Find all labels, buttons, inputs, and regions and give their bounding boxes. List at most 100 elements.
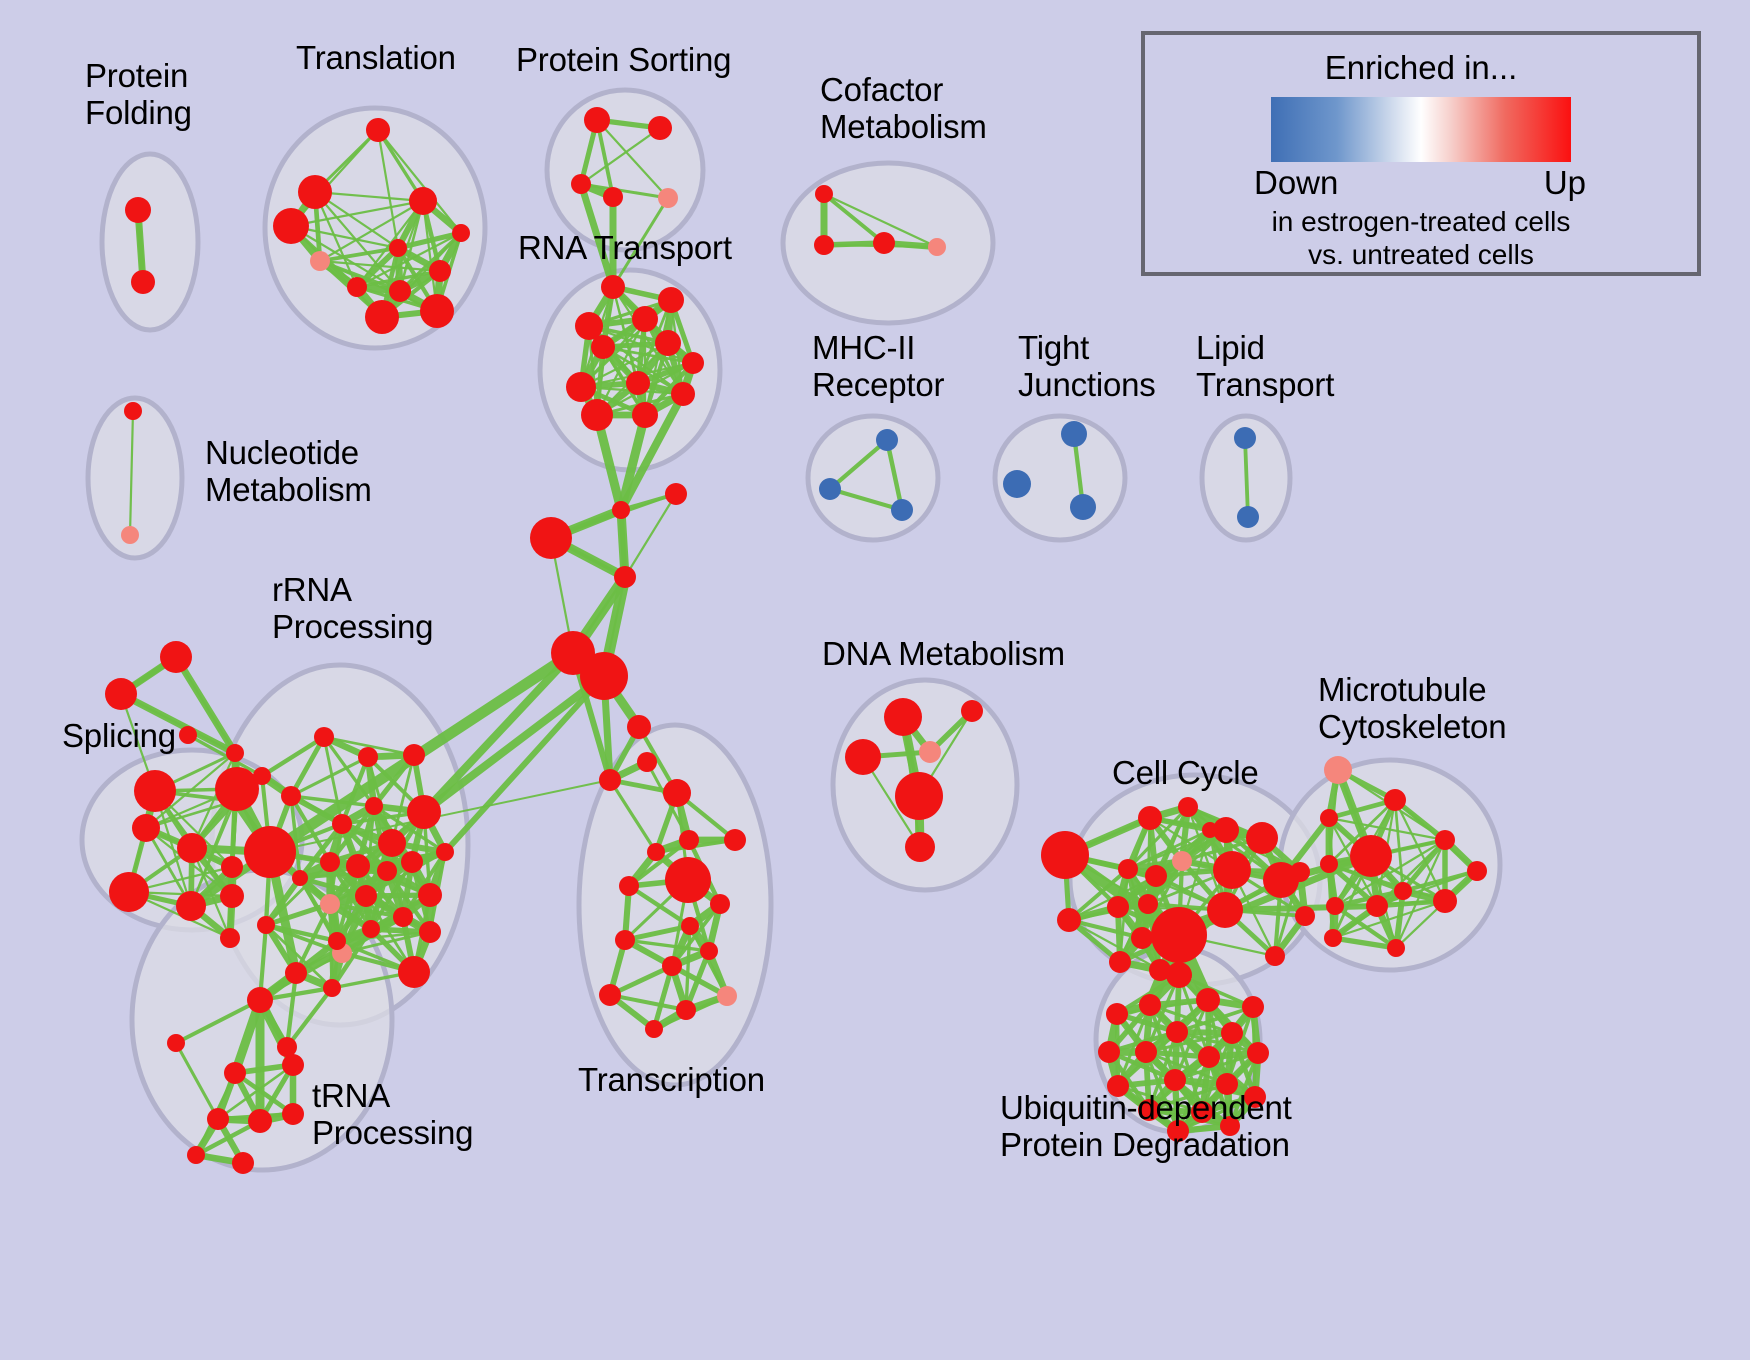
- network-node[interactable]: [232, 1152, 254, 1174]
- network-node[interactable]: [581, 399, 613, 431]
- network-node[interactable]: [1202, 822, 1218, 838]
- network-node[interactable]: [1191, 1101, 1213, 1123]
- network-node[interactable]: [247, 987, 273, 1013]
- network-node[interactable]: [1290, 862, 1310, 882]
- network-node[interactable]: [1149, 959, 1171, 981]
- network-node[interactable]: [314, 727, 334, 747]
- network-node[interactable]: [681, 917, 699, 935]
- network-node[interactable]: [663, 779, 691, 807]
- network-node[interactable]: [1246, 822, 1278, 854]
- network-node[interactable]: [125, 197, 151, 223]
- network-node[interactable]: [310, 251, 330, 271]
- network-node[interactable]: [1324, 929, 1342, 947]
- network-node[interactable]: [105, 678, 137, 710]
- network-node[interactable]: [1107, 896, 1129, 918]
- network-node[interactable]: [1324, 756, 1352, 784]
- network-node[interactable]: [665, 483, 687, 505]
- network-node[interactable]: [1109, 951, 1131, 973]
- network-node[interactable]: [603, 187, 623, 207]
- network-node[interactable]: [658, 188, 678, 208]
- network-node[interactable]: [418, 883, 442, 907]
- network-node[interactable]: [679, 830, 699, 850]
- network-node[interactable]: [1166, 1021, 1188, 1043]
- network-node[interactable]: [891, 499, 913, 521]
- network-node[interactable]: [710, 894, 730, 914]
- network-node[interactable]: [1265, 946, 1285, 966]
- network-node[interactable]: [845, 739, 881, 775]
- network-node[interactable]: [320, 894, 340, 914]
- network-node[interactable]: [717, 986, 737, 1006]
- network-node[interactable]: [365, 797, 383, 815]
- network-node[interactable]: [637, 752, 657, 772]
- network-node[interactable]: [377, 861, 397, 881]
- network-node[interactable]: [648, 116, 672, 140]
- network-node[interactable]: [1057, 908, 1081, 932]
- network-node[interactable]: [895, 772, 943, 820]
- network-node[interactable]: [177, 833, 207, 863]
- network-node[interactable]: [1107, 1075, 1129, 1097]
- network-node[interactable]: [281, 786, 301, 806]
- network-node[interactable]: [626, 371, 650, 395]
- network-node[interactable]: [320, 852, 340, 872]
- network-node[interactable]: [358, 747, 378, 767]
- network-node[interactable]: [1138, 1099, 1160, 1121]
- network-node[interactable]: [323, 979, 341, 997]
- network-node[interactable]: [1131, 927, 1153, 949]
- network-node[interactable]: [873, 232, 895, 254]
- network-node[interactable]: [655, 330, 681, 356]
- network-node[interactable]: [599, 769, 621, 791]
- network-node[interactable]: [530, 517, 572, 559]
- network-node[interactable]: [1213, 817, 1239, 843]
- network-node[interactable]: [615, 930, 635, 950]
- network-node[interactable]: [452, 224, 470, 242]
- network-node[interactable]: [207, 1108, 229, 1130]
- network-node[interactable]: [420, 294, 454, 328]
- network-node[interactable]: [292, 870, 308, 886]
- network-node[interactable]: [1003, 470, 1031, 498]
- network-node[interactable]: [282, 1054, 304, 1076]
- network-node[interactable]: [1070, 494, 1096, 520]
- network-node[interactable]: [632, 402, 658, 428]
- network-node[interactable]: [365, 300, 399, 334]
- network-node[interactable]: [1326, 897, 1344, 915]
- network-node[interactable]: [599, 984, 621, 1006]
- network-node[interactable]: [1151, 907, 1207, 963]
- network-node[interactable]: [187, 1146, 205, 1164]
- network-node[interactable]: [1384, 789, 1406, 811]
- network-node[interactable]: [645, 1020, 663, 1038]
- network-node[interactable]: [1166, 962, 1192, 988]
- network-node[interactable]: [1350, 835, 1392, 877]
- network-node[interactable]: [393, 907, 413, 927]
- network-node[interactable]: [1433, 889, 1457, 913]
- network-node[interactable]: [814, 235, 834, 255]
- network-node[interactable]: [226, 744, 244, 762]
- network-node[interactable]: [389, 280, 411, 302]
- network-node[interactable]: [884, 698, 922, 736]
- network-node[interactable]: [1247, 1042, 1269, 1064]
- network-node[interactable]: [1213, 851, 1251, 889]
- network-node[interactable]: [282, 1103, 304, 1125]
- network-node[interactable]: [619, 876, 639, 896]
- network-node[interactable]: [1387, 939, 1405, 957]
- network-node[interactable]: [273, 208, 309, 244]
- network-node[interactable]: [224, 1062, 246, 1084]
- network-node[interactable]: [627, 715, 651, 739]
- network-node[interactable]: [378, 829, 406, 857]
- network-node[interactable]: [1098, 1041, 1120, 1063]
- network-node[interactable]: [220, 928, 240, 948]
- network-node[interactable]: [436, 843, 454, 861]
- network-node[interactable]: [389, 239, 407, 257]
- network-node[interactable]: [285, 962, 307, 984]
- network-node[interactable]: [1320, 855, 1338, 873]
- network-node[interactable]: [819, 478, 841, 500]
- network-node[interactable]: [1220, 1116, 1240, 1136]
- network-node[interactable]: [647, 843, 665, 861]
- network-node[interactable]: [1198, 1046, 1220, 1068]
- network-node[interactable]: [682, 352, 704, 374]
- network-node[interactable]: [1145, 865, 1167, 887]
- network-node[interactable]: [591, 335, 615, 359]
- network-node[interactable]: [566, 372, 596, 402]
- network-node[interactable]: [332, 814, 352, 834]
- network-node[interactable]: [700, 942, 718, 960]
- network-node[interactable]: [658, 287, 684, 313]
